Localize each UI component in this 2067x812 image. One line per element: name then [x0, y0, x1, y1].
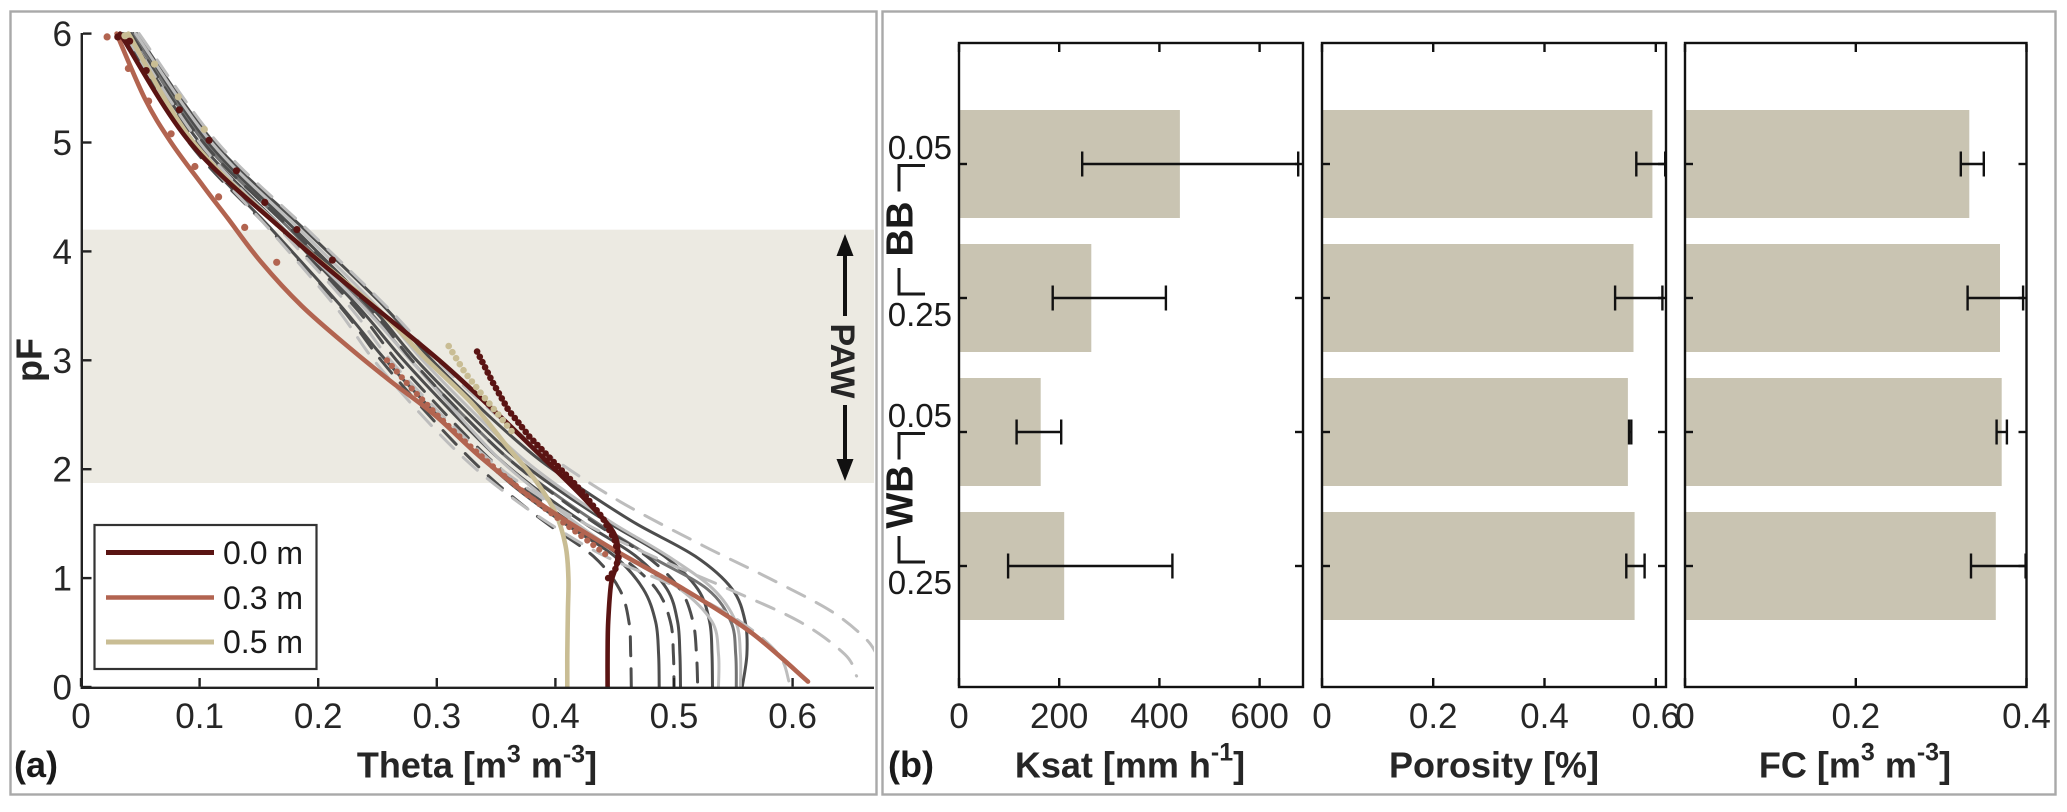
svg-text:0.4: 0.4	[1520, 697, 1569, 736]
svg-text:Ksat [mm h-1]: Ksat [mm h-1]	[1015, 739, 1245, 786]
svg-text:0.25: 0.25	[888, 296, 952, 333]
svg-text:(a): (a)	[14, 744, 58, 785]
svg-text:400: 400	[1130, 697, 1188, 736]
svg-text:0.3 m: 0.3 m	[223, 580, 303, 616]
svg-text:1: 1	[53, 560, 72, 599]
svg-text:0.05: 0.05	[888, 129, 952, 166]
svg-text:0: 0	[1312, 697, 1331, 736]
svg-text:0.05: 0.05	[888, 397, 952, 434]
svg-text:0.4: 0.4	[531, 697, 580, 736]
svg-text:0.5 m: 0.5 m	[223, 624, 303, 660]
svg-text:PAW: PAW	[823, 324, 861, 400]
svg-text:0: 0	[1675, 697, 1694, 736]
svg-text:600: 600	[1230, 697, 1288, 736]
svg-text:WB: WB	[880, 465, 922, 528]
svg-text:FC [m3 m-3]: FC [m3 m-3]	[1759, 739, 1951, 786]
svg-text:0.4: 0.4	[2002, 697, 2051, 736]
svg-text:0.6: 0.6	[1631, 697, 1680, 736]
svg-text:0: 0	[949, 697, 968, 736]
svg-text:2: 2	[53, 451, 72, 490]
svg-text:6: 6	[53, 15, 72, 54]
svg-text:5: 5	[53, 124, 72, 163]
svg-text:0.1: 0.1	[175, 697, 224, 736]
svg-text:0: 0	[71, 697, 90, 736]
svg-text:0.25: 0.25	[888, 564, 952, 601]
svg-text:200: 200	[1030, 697, 1088, 736]
svg-text:3: 3	[53, 342, 72, 381]
svg-text:pF: pF	[9, 338, 50, 382]
svg-text:0.0 m: 0.0 m	[223, 535, 303, 571]
svg-text:BB: BB	[880, 202, 922, 257]
svg-text:0.2: 0.2	[1831, 697, 1880, 736]
svg-text:0.6: 0.6	[768, 697, 817, 736]
svg-text:Theta [m3 m-3]: Theta [m3 m-3]	[357, 741, 597, 786]
svg-text:0.5: 0.5	[650, 697, 699, 736]
svg-text:4: 4	[53, 233, 72, 272]
svg-text:(b): (b)	[888, 744, 934, 785]
svg-text:Porosity [%]: Porosity [%]	[1389, 745, 1599, 786]
svg-text:0.2: 0.2	[1409, 697, 1458, 736]
svg-text:0.2: 0.2	[294, 697, 343, 736]
svg-text:0.3: 0.3	[412, 697, 461, 736]
svg-text:0: 0	[53, 669, 72, 708]
